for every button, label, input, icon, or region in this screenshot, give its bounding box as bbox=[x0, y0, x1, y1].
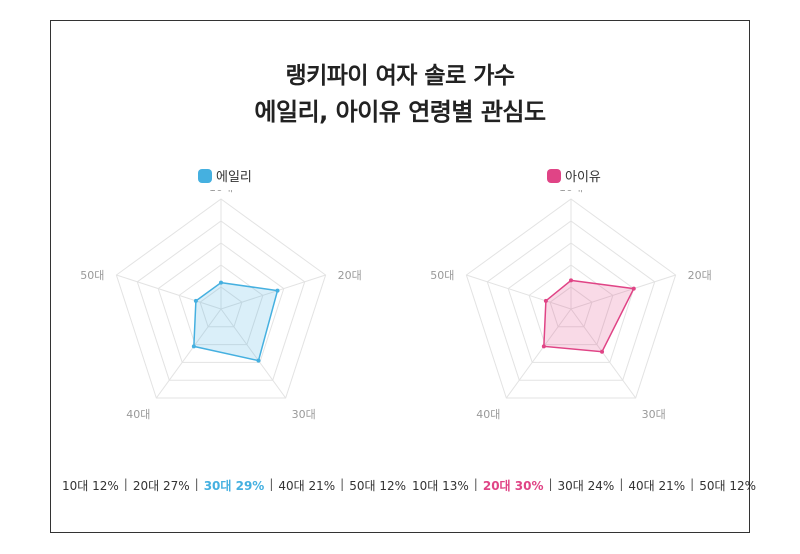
summary-item: 20대 30% bbox=[482, 479, 544, 493]
data-point-40대 bbox=[541, 344, 546, 349]
summary-separator: | bbox=[269, 477, 274, 491]
series-area-아이유 bbox=[543, 279, 635, 353]
chart-title-line1: 랭키파이 여자 솔로 가수 bbox=[285, 63, 515, 89]
summary-separator: | bbox=[690, 477, 695, 491]
summary-separator: | bbox=[340, 477, 345, 491]
radar-chart-iu: 10대 20대 30대 40대 50대 bbox=[430, 190, 712, 421]
grid-ring bbox=[465, 198, 677, 399]
data-point-10대 bbox=[569, 278, 573, 283]
grid-ring bbox=[486, 220, 656, 381]
summary-item: 50대 12% bbox=[349, 479, 407, 493]
data-point-50대 bbox=[543, 298, 548, 303]
grid-ring bbox=[115, 198, 327, 399]
axis-label-10대: 10대 bbox=[559, 190, 583, 194]
grid-ring bbox=[549, 286, 593, 328]
legend-label-ailee: 에일리 bbox=[216, 170, 252, 185]
summary-separator: | bbox=[473, 477, 478, 491]
axis-label-30대: 30대 bbox=[292, 408, 316, 421]
grid-spoke bbox=[220, 274, 326, 310]
grid-spoke bbox=[570, 274, 676, 310]
grid-ring bbox=[178, 264, 264, 346]
data-point-50대 bbox=[193, 298, 198, 303]
data-point-20대 bbox=[275, 288, 280, 293]
grid-spoke bbox=[505, 308, 572, 399]
legend-swatch-ailee bbox=[198, 168, 212, 183]
grid-ring bbox=[157, 242, 285, 363]
legend-iu: 아이유 bbox=[547, 166, 601, 185]
data-point-30대 bbox=[256, 358, 261, 363]
summary-separator: | bbox=[619, 477, 624, 491]
grid-ring bbox=[136, 220, 306, 381]
legend-swatch-iu bbox=[547, 168, 561, 183]
axis-label-50대: 50대 bbox=[430, 269, 454, 282]
data-point-30대 bbox=[600, 349, 605, 354]
summary-item: 10대 12% bbox=[62, 479, 119, 493]
grid-spoke bbox=[155, 308, 222, 399]
axis-label-50대: 50대 bbox=[80, 269, 104, 282]
grid-spoke bbox=[220, 308, 287, 399]
grid-ring bbox=[507, 242, 635, 363]
summary-item: 30대 29% bbox=[203, 479, 265, 493]
axis-label-20대: 20대 bbox=[338, 269, 362, 282]
data-point-20대 bbox=[631, 286, 636, 291]
chart-frame bbox=[50, 20, 750, 533]
data-point-10대 bbox=[219, 280, 223, 285]
summary-item: 20대 27% bbox=[132, 479, 190, 493]
grid-spoke bbox=[466, 274, 572, 310]
summary-item: 30대 24% bbox=[557, 479, 615, 493]
summary-item: 40대 21% bbox=[628, 479, 686, 493]
axis-label-40대: 40대 bbox=[126, 408, 150, 421]
data-point-40대 bbox=[191, 344, 196, 349]
axis-label-30대: 30대 bbox=[642, 408, 666, 421]
summary-item: 10대 13% bbox=[412, 479, 469, 493]
legend-label-iu: 아이유 bbox=[565, 170, 601, 185]
chart-title-line2: 에일리, 아이유 연령별 관심도 bbox=[254, 98, 546, 126]
summary-separator: | bbox=[548, 477, 553, 491]
series-area-에일리 bbox=[193, 281, 279, 362]
summary-item: 40대 21% bbox=[278, 479, 336, 493]
radar-chart-ailee: 10대 20대 30대 40대 50대 bbox=[80, 190, 362, 421]
summary-iu: 10대 13% | 20대 30% | 30대 24% | 40대 21% | 50대 12% bbox=[412, 477, 756, 494]
grid-spoke bbox=[116, 274, 222, 310]
grid-spoke bbox=[570, 308, 637, 399]
legend-ailee: 에일리 bbox=[198, 166, 252, 185]
grid-ring bbox=[199, 286, 243, 328]
axis-label-20대: 20대 bbox=[688, 269, 712, 282]
summary-separator: | bbox=[123, 477, 128, 491]
axis-label-40대: 40대 bbox=[476, 408, 500, 421]
summary-ailee: 10대 12% | 20대 27% | 30대 29% | 40대 21% | 50대 12% bbox=[62, 477, 406, 494]
summary-item: 50대 12% bbox=[699, 479, 757, 493]
summary-separator: | bbox=[194, 477, 199, 491]
grid-ring bbox=[528, 264, 614, 346]
axis-label-10대: 10대 bbox=[209, 190, 233, 194]
